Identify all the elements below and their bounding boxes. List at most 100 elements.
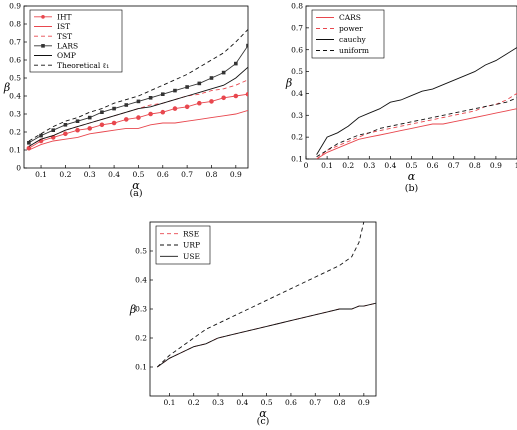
y-tick-label: 0.4 bbox=[291, 89, 303, 98]
data-point bbox=[245, 91, 248, 97]
x-tick-label: 0.1 bbox=[35, 170, 47, 179]
data-point bbox=[124, 103, 129, 107]
series-line-power bbox=[316, 93, 517, 159]
legend-marker bbox=[41, 15, 45, 19]
series-line-use bbox=[157, 302, 376, 368]
x-tick-label: 0 bbox=[304, 161, 309, 170]
plot-frame bbox=[23, 5, 249, 169]
y-tick-label: 0.1 bbox=[135, 363, 147, 372]
x-tick-label: 0.6 bbox=[427, 161, 439, 170]
y-tick-label: 0.2 bbox=[135, 334, 147, 343]
y-tick-label: 0.5 bbox=[9, 74, 21, 83]
legend-label: IHT bbox=[57, 12, 72, 21]
series-line-ist bbox=[28, 109, 248, 151]
data-point bbox=[111, 120, 117, 126]
legend-label: IST bbox=[57, 22, 70, 31]
x-tick-label: 0.5 bbox=[132, 170, 144, 179]
x-axis-label: α bbox=[132, 179, 140, 192]
legend-marker bbox=[41, 44, 45, 48]
x-tick-label: 0.7 bbox=[181, 170, 193, 179]
y-tick-label: 0.8 bbox=[291, 2, 303, 11]
x-tick-label: 0.7 bbox=[309, 398, 321, 407]
data-point bbox=[160, 92, 165, 96]
data-point bbox=[75, 119, 80, 123]
series-group bbox=[316, 47, 517, 159]
y-tick-label: 0.6 bbox=[9, 56, 21, 65]
y-tick-label: 0.1 bbox=[291, 155, 303, 164]
x-tick-label: 0.8 bbox=[469, 161, 481, 170]
x-tick-label: 0.7 bbox=[448, 161, 460, 170]
y-tick-label: 0.8 bbox=[9, 20, 21, 29]
y-tick-label: 0 bbox=[16, 164, 21, 173]
x-tick-label: 0.8 bbox=[206, 170, 218, 179]
y-axis-label: β bbox=[285, 77, 292, 90]
data-point bbox=[51, 128, 56, 132]
data-point bbox=[197, 81, 202, 86]
legend: RSE URP USE bbox=[155, 225, 211, 265]
legend-label: TST bbox=[57, 32, 72, 41]
series-line-tst bbox=[28, 79, 248, 147]
data-point bbox=[136, 115, 141, 120]
legend-label: CARS bbox=[339, 13, 361, 22]
legend: CARS power cauchy uniform bbox=[311, 9, 385, 59]
x-tick-label: 0.4 bbox=[108, 170, 120, 179]
y-tick-label: 0.7 bbox=[291, 23, 303, 32]
data-point bbox=[209, 76, 214, 80]
y-tick-label: 0.7 bbox=[9, 38, 21, 47]
data-point bbox=[27, 141, 31, 145]
chart-b: 00.10.20.30.40.50.60.70.80.910.10.20.30.… bbox=[285, 2, 517, 194]
y-axis-label: β bbox=[3, 81, 10, 94]
x-tick-label: 0.3 bbox=[84, 170, 96, 179]
x-tick-label: 0.2 bbox=[59, 170, 71, 179]
x-tick-label: 0.3 bbox=[212, 398, 224, 407]
x-tick-label: 0.2 bbox=[342, 161, 354, 170]
y-tick-label: 0.5 bbox=[135, 247, 147, 256]
data-point bbox=[197, 100, 202, 106]
data-point bbox=[136, 99, 141, 104]
figure-caption: (a) bbox=[129, 188, 142, 199]
series-line-uniform bbox=[316, 97, 517, 158]
x-tick-label: 0.4 bbox=[384, 161, 396, 170]
figure-caption: (c) bbox=[257, 416, 270, 427]
data-point bbox=[123, 117, 129, 122]
y-tick-label: 0.5 bbox=[291, 67, 303, 76]
y-tick-label: 0.2 bbox=[9, 128, 21, 137]
x-tick-label: 0.9 bbox=[490, 161, 502, 170]
figure-caption: (b) bbox=[405, 183, 419, 194]
x-tick-label: 0.4 bbox=[236, 398, 248, 407]
data-point bbox=[185, 85, 189, 89]
legend-box bbox=[311, 9, 385, 59]
data-point bbox=[246, 43, 248, 48]
legend-label: Theoretical ℓ₁ bbox=[57, 61, 109, 70]
x-tick-label: 0.9 bbox=[230, 170, 242, 179]
y-tick-label: 0.3 bbox=[291, 111, 303, 120]
legend-label: uniform bbox=[339, 46, 369, 55]
data-point bbox=[184, 104, 190, 110]
legend-box bbox=[29, 9, 123, 73]
legend-label: LARS bbox=[57, 41, 78, 50]
data-point bbox=[172, 106, 178, 111]
y-tick-label: 0.6 bbox=[291, 45, 303, 54]
series-line-rse bbox=[157, 302, 376, 368]
x-tick-label: 0.1 bbox=[321, 161, 333, 170]
x-axis-label: α bbox=[259, 407, 267, 420]
chart-c: 0.1 0.2 0.3 0.4 0.5 0.6 0.7 0.8 0.9 0.1 0.2 0.3 0.4 0… bbox=[129, 221, 377, 427]
legend-label: OMP bbox=[57, 51, 76, 60]
data-point bbox=[233, 93, 239, 99]
data-point bbox=[209, 99, 214, 104]
data-point bbox=[63, 131, 68, 137]
x-tick-label: 0.1 bbox=[163, 398, 175, 407]
x-tick-label: 0.6 bbox=[285, 398, 297, 407]
y-tick-label: 0.4 bbox=[9, 92, 21, 101]
data-point bbox=[234, 61, 238, 66]
x-tick-label: 0.5 bbox=[261, 398, 273, 407]
legend-label: URP bbox=[183, 241, 200, 250]
data-point bbox=[160, 109, 166, 115]
x-tick-label: 1 bbox=[515, 161, 517, 170]
series-group bbox=[26, 29, 248, 151]
series-line-cars bbox=[316, 108, 517, 159]
data-point bbox=[221, 70, 226, 75]
data-point bbox=[100, 110, 104, 114]
